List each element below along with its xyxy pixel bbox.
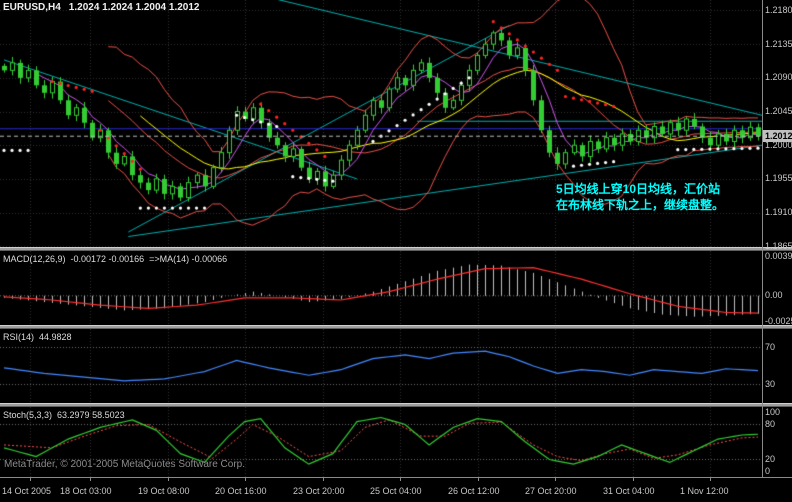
time-label: 25 Oct 04:00 (370, 486, 422, 496)
stoch-label: Stoch(5,3,3) 63.2979 58.5023 (3, 410, 130, 420)
time-label: 18 Oct 03:00 (60, 486, 112, 496)
stoch-tick: 100 (765, 407, 781, 417)
stoch-values: 63.2979 58.5023 (57, 410, 125, 420)
time-tick-mark (90, 478, 91, 481)
panel-splitter[interactable] (0, 325, 792, 329)
chart-annotation: 5日均线上穿10日均线，汇价站在布林线下轨之上，继续盘整。 (556, 182, 725, 212)
price-tick: 1.2045 (765, 106, 792, 116)
time-label: 1 Nov 12:00 (680, 486, 729, 496)
time-tick-mark (633, 478, 634, 481)
price-axis-line (762, 0, 763, 477)
panel-splitter[interactable] (0, 247, 792, 251)
macd-name: MACD(12,26,9) (3, 254, 66, 264)
time-label: 27 Oct 20:00 (525, 486, 577, 496)
time-tick-mark (400, 478, 401, 481)
chart-title: EURUSD,H4 1.2024 1.2024 1.2004 1.2012 (3, 2, 199, 13)
quote-ohlc-values: 1.2024 1.2024 1.2004 1.2012 (68, 2, 200, 13)
price-tick: 1.1910 (765, 207, 792, 217)
time-label: 20 Oct 16:00 (215, 486, 267, 496)
price-tick: 1.2090 (765, 72, 792, 82)
rsi-name: RSI(14) (3, 332, 35, 342)
macd-ma-value: =>MA(14) -0.00066 (149, 254, 228, 264)
rsi-value: 44.9828 (39, 332, 72, 342)
time-label: 19 Oct 08:00 (138, 486, 190, 496)
time-tick-mark (245, 478, 246, 481)
time-label: 26 Oct 12:00 (448, 486, 500, 496)
price-tick: 1.1955 (765, 173, 792, 183)
rsi-label: RSI(14) 44.9828 (3, 332, 77, 342)
time-label: 14 Oct 2005 (2, 486, 52, 496)
time-tick-mark (710, 478, 711, 481)
price-tick: 1.2180 (765, 5, 792, 15)
rsi-tick: 70 (765, 342, 776, 352)
macd-values: -0.00172 -0.00166 (70, 254, 145, 264)
macd-tick: 0.0039 (765, 251, 792, 261)
rsi-panel-canvas[interactable] (0, 329, 762, 403)
symbol-period-label: EURUSD,H4 (3, 2, 61, 13)
time-tick-mark (323, 478, 324, 481)
time-tick-mark (168, 478, 169, 481)
time-tick-mark (30, 478, 31, 481)
time-tick-mark (555, 478, 556, 481)
macd-panel-canvas[interactable] (0, 251, 762, 325)
time-axis-line (0, 477, 792, 478)
macd-label: MACD(12,26,9) -0.00172 -0.00166 =>MA(14) -… (3, 254, 232, 264)
price-tick: 1.2135 (765, 39, 792, 49)
stoch-tick: 0 (765, 466, 771, 476)
time-tick-mark (478, 478, 479, 481)
rsi-tick: 30 (765, 379, 776, 389)
time-label: 31 Oct 04:00 (603, 486, 655, 496)
panel-splitter[interactable] (0, 403, 792, 407)
main-chart-canvas[interactable] (0, 0, 762, 247)
current-price-label: 1.2012 (763, 130, 792, 142)
watermark: MetaTrader, © 2001-2005 MetaQuotes Softw… (4, 459, 246, 470)
stoch-name: Stoch(5,3,3) (3, 410, 53, 420)
macd-tick: 0.00 (765, 290, 783, 300)
price-tick: 1.2000 (765, 140, 792, 150)
price-tick: 1.1865 (765, 241, 792, 251)
stoch-tick: 20 (765, 454, 776, 464)
time-label: 23 Oct 20:00 (293, 486, 345, 496)
stoch-tick: 80 (765, 419, 776, 429)
stoch-panel-canvas[interactable] (0, 407, 762, 477)
